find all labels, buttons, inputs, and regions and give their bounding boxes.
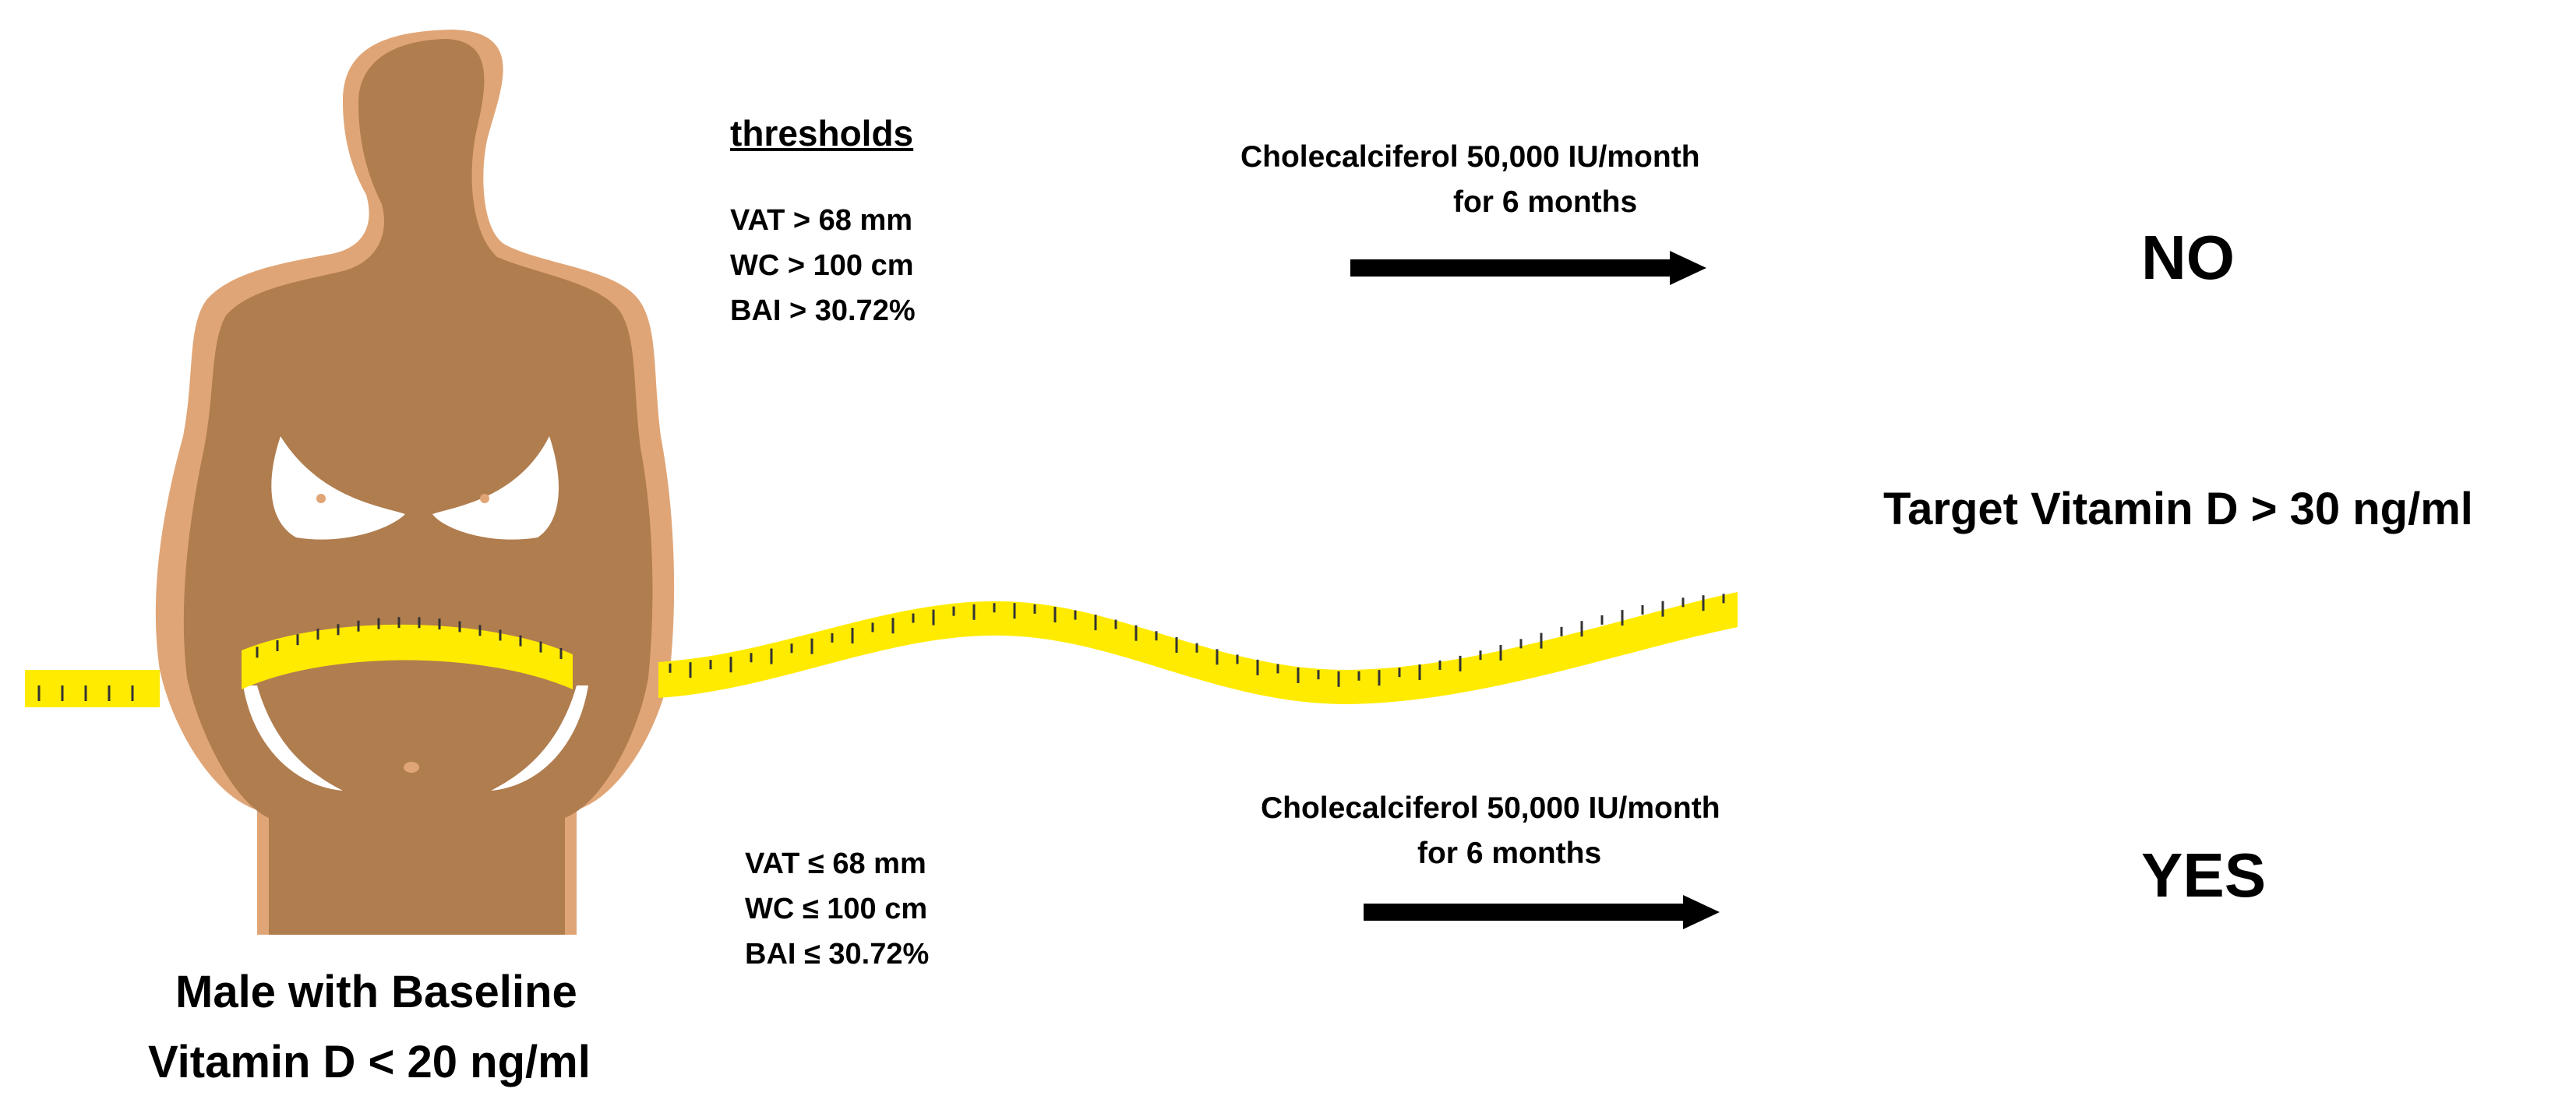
low-criteria-wc: WC ≤ 100 cm	[745, 893, 928, 925]
low-treatment-line1: Cholecalciferol 50,000 IU/month	[1261, 791, 1720, 825]
low-criteria-bai: BAI ≤ 30.72%	[745, 938, 930, 971]
belly-highlight-left	[243, 685, 343, 791]
low-treatment-line2: for 6 months	[1417, 837, 1602, 870]
arrow-high-head	[1670, 251, 1706, 285]
thresholds-heading: thresholds	[730, 113, 914, 153]
tape-segment-left	[25, 670, 160, 707]
target-vitamin-d: Target Vitamin D > 30 ng/ml	[1883, 484, 2473, 534]
navel	[404, 762, 419, 773]
high-treatment-line2: for 6 months	[1453, 185, 1638, 219]
low-criteria-vat: VAT ≤ 68 mm	[745, 847, 926, 880]
high-criteria-wc: WC > 100 cm	[730, 249, 914, 282]
tape-segment-waist	[242, 624, 573, 689]
measuring-tape	[25, 592, 1738, 707]
body-fill-dark	[183, 39, 653, 935]
chest-highlight-left	[271, 436, 405, 540]
arrow-high-shaft	[1350, 259, 1670, 277]
high-treatment-line1: Cholecalciferol 50,000 IU/month	[1240, 140, 1700, 174]
arrow-low-shaft	[1364, 904, 1683, 921]
outcome-no: NO	[2141, 223, 2235, 292]
arrow-low-group	[1364, 895, 1720, 929]
chest-highlight-right	[432, 436, 559, 540]
arrow-high-group	[1350, 251, 1706, 285]
nipple-left	[316, 494, 326, 503]
male-body-silhouette	[155, 30, 675, 935]
subject-caption-line1: Male with Baseline	[175, 967, 577, 1017]
nipple-right	[480, 494, 489, 503]
belly-highlight-right	[491, 685, 588, 791]
outcome-yes: YES	[2141, 840, 2267, 910]
tape-ticks	[37, 594, 1725, 701]
arrow-low-head	[1683, 895, 1720, 929]
subject-caption-line2: Vitamin D < 20 ng/ml	[148, 1037, 591, 1087]
high-criteria-vat: VAT > 68 mm	[730, 204, 913, 237]
high-criteria-bai: BAI > 30.72%	[730, 294, 916, 327]
